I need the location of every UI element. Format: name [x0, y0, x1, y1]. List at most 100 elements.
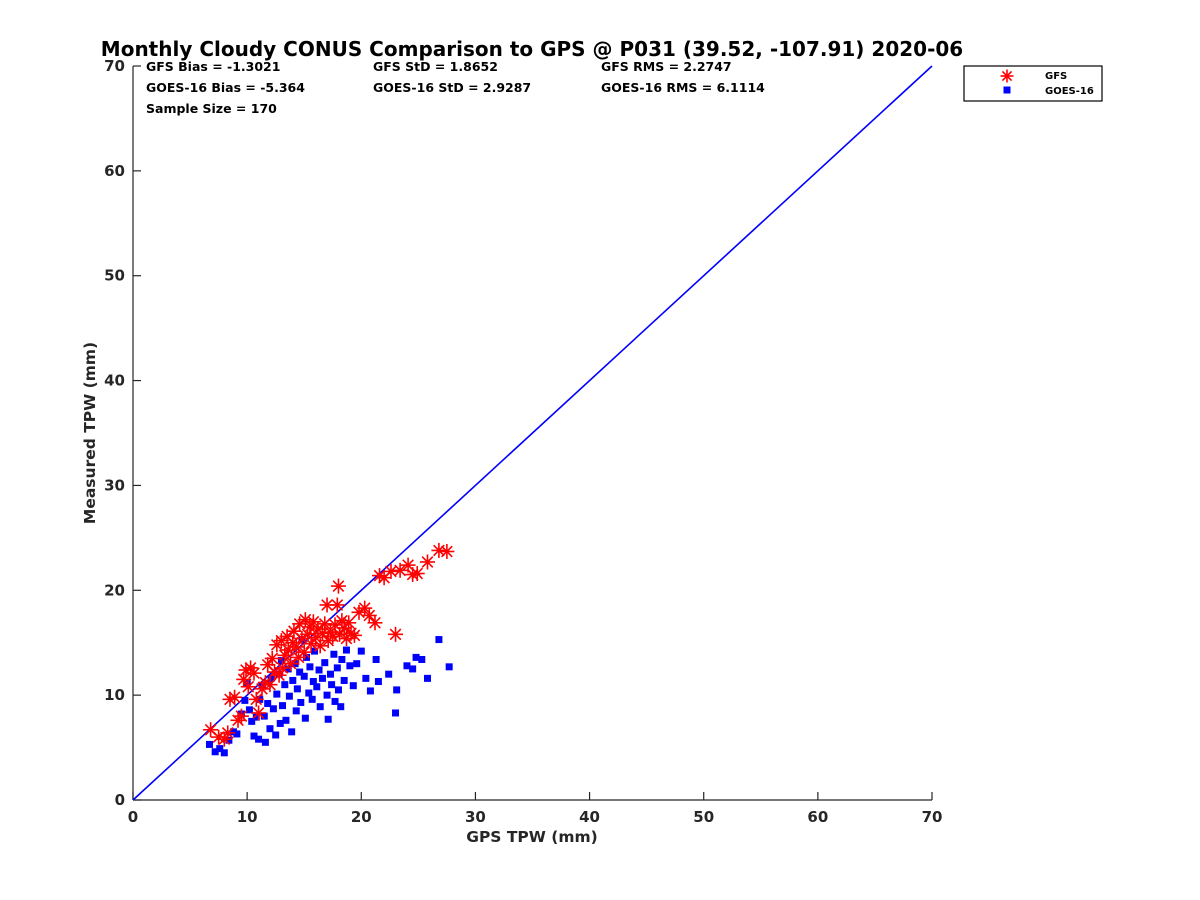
gfs-point: [376, 570, 392, 586]
goes16-point: [362, 674, 370, 682]
gfs-point: [246, 665, 262, 681]
gfs-point: [388, 626, 404, 642]
legend-gfs-marker: [1000, 69, 1014, 83]
goes16-point: [277, 657, 285, 665]
goes16-point: [233, 730, 241, 738]
goes16-point: [301, 714, 309, 722]
y-tick-label: 10: [104, 686, 125, 704]
series-goes16: [205, 636, 453, 757]
gfs-point: [330, 578, 346, 594]
x-tick-label: 50: [693, 808, 714, 826]
stat-gfs-std: GFS StD = 1.8652: [373, 59, 498, 74]
stat-gfs-rms: GFS RMS = 2.2747: [601, 59, 732, 74]
goes16-point: [324, 715, 332, 723]
legend-goes16-square: [1003, 86, 1011, 94]
goes16-point: [353, 660, 361, 668]
stat-gfs-bias: GFS Bias = -1.3021: [146, 59, 280, 74]
goes16-point: [385, 670, 393, 678]
goes16-point: [266, 725, 274, 733]
legend-goes16-marker: [1003, 86, 1011, 94]
goes16-point: [267, 674, 275, 682]
goes16-point: [220, 749, 228, 757]
goes16-point: [357, 647, 365, 655]
goes16-point: [285, 692, 293, 700]
goes16-point: [321, 659, 329, 667]
goes16-point: [330, 650, 338, 658]
gfs-point: [264, 650, 280, 666]
gfs-point: [431, 542, 447, 558]
gfs-point: [317, 616, 333, 632]
stat-goes-std: GOES-16 StD = 2.9287: [373, 80, 531, 95]
goes16-point: [255, 735, 263, 743]
goes16-point: [349, 682, 357, 690]
goes16-point: [297, 698, 305, 706]
stat-goes-rms: GOES-16 RMS = 6.1114: [601, 80, 765, 95]
gfs-point: [341, 615, 357, 631]
goes16-point: [250, 732, 258, 740]
gfs-point: [262, 677, 278, 693]
gfs-point: [439, 543, 455, 559]
goes16-point: [305, 689, 313, 697]
y-tick-label: 30: [104, 476, 125, 494]
plot-area: 0 10 20 30 40 50 60 70 0 10 20 30 40 50 60 70: [104, 57, 942, 826]
y-tick-label: 50: [104, 267, 125, 285]
goes16-point: [260, 712, 268, 720]
goes16-point: [261, 738, 269, 746]
gfs-point: [233, 708, 249, 724]
gfs-point: [286, 623, 302, 639]
goes16-point: [296, 668, 304, 676]
gfs-point: [240, 679, 256, 695]
y-tick-label: 60: [104, 162, 125, 180]
x-tick-label: 70: [922, 808, 943, 826]
stat-goes-bias: GOES-16 Bias = -5.364: [146, 80, 305, 95]
stat-sample-size: Sample Size = 170: [146, 101, 277, 116]
y-tick-label: 0: [115, 791, 125, 809]
goes16-point: [292, 707, 300, 715]
goes16-point: [216, 745, 224, 753]
goes16-point: [289, 676, 297, 684]
goes16-point: [328, 681, 336, 689]
legend-gfs-asterisk: [1000, 69, 1014, 83]
goes16-point: [288, 728, 296, 736]
goes16-point: [318, 674, 326, 682]
goes16-point: [241, 696, 249, 704]
y-tick-label: 20: [104, 581, 125, 599]
goes16-point: [418, 655, 426, 663]
gfs-point: [419, 554, 435, 570]
goes16-point: [342, 646, 350, 654]
goes16-point: [211, 748, 219, 756]
x-axis-label: GPS TPW (mm): [466, 828, 598, 846]
goes16-point: [282, 716, 290, 724]
x-tick-label: 10: [237, 808, 258, 826]
goes16-point: [338, 655, 346, 663]
goes16-point: [445, 663, 453, 671]
goes16-point: [346, 662, 354, 670]
goes16-point: [316, 703, 324, 711]
goes16-point: [412, 653, 420, 661]
legend-gfs-label: GFS: [1045, 71, 1067, 82]
goes16-point: [340, 676, 348, 684]
gfs-point: [312, 638, 328, 654]
goes16-point: [279, 702, 287, 710]
stats-block: GFS Bias = -1.3021 GFS StD = 1.8652 GFS …: [146, 59, 765, 116]
y-axis-label: Measured TPW (mm): [81, 342, 99, 524]
y-tick-label: 40: [104, 372, 125, 390]
legend: GFS GOES-16: [963, 65, 1103, 102]
gfs-point: [288, 639, 304, 655]
gfs-point: [357, 600, 373, 616]
goes16-point: [225, 736, 233, 744]
goes16-point: [313, 683, 321, 691]
goes16-point: [302, 653, 310, 661]
x-tick-label: 0: [128, 808, 138, 826]
goes16-point: [366, 687, 374, 695]
legend-box: [963, 65, 1103, 102]
goes16-point: [423, 674, 431, 682]
goes16-point: [372, 655, 380, 663]
goes16-point: [337, 703, 345, 711]
goes16-point: [309, 678, 317, 686]
goes16-point: [315, 666, 323, 674]
gfs-point: [275, 660, 291, 676]
y-tick-label: 70: [104, 57, 125, 75]
x-tick-label: 20: [351, 808, 372, 826]
